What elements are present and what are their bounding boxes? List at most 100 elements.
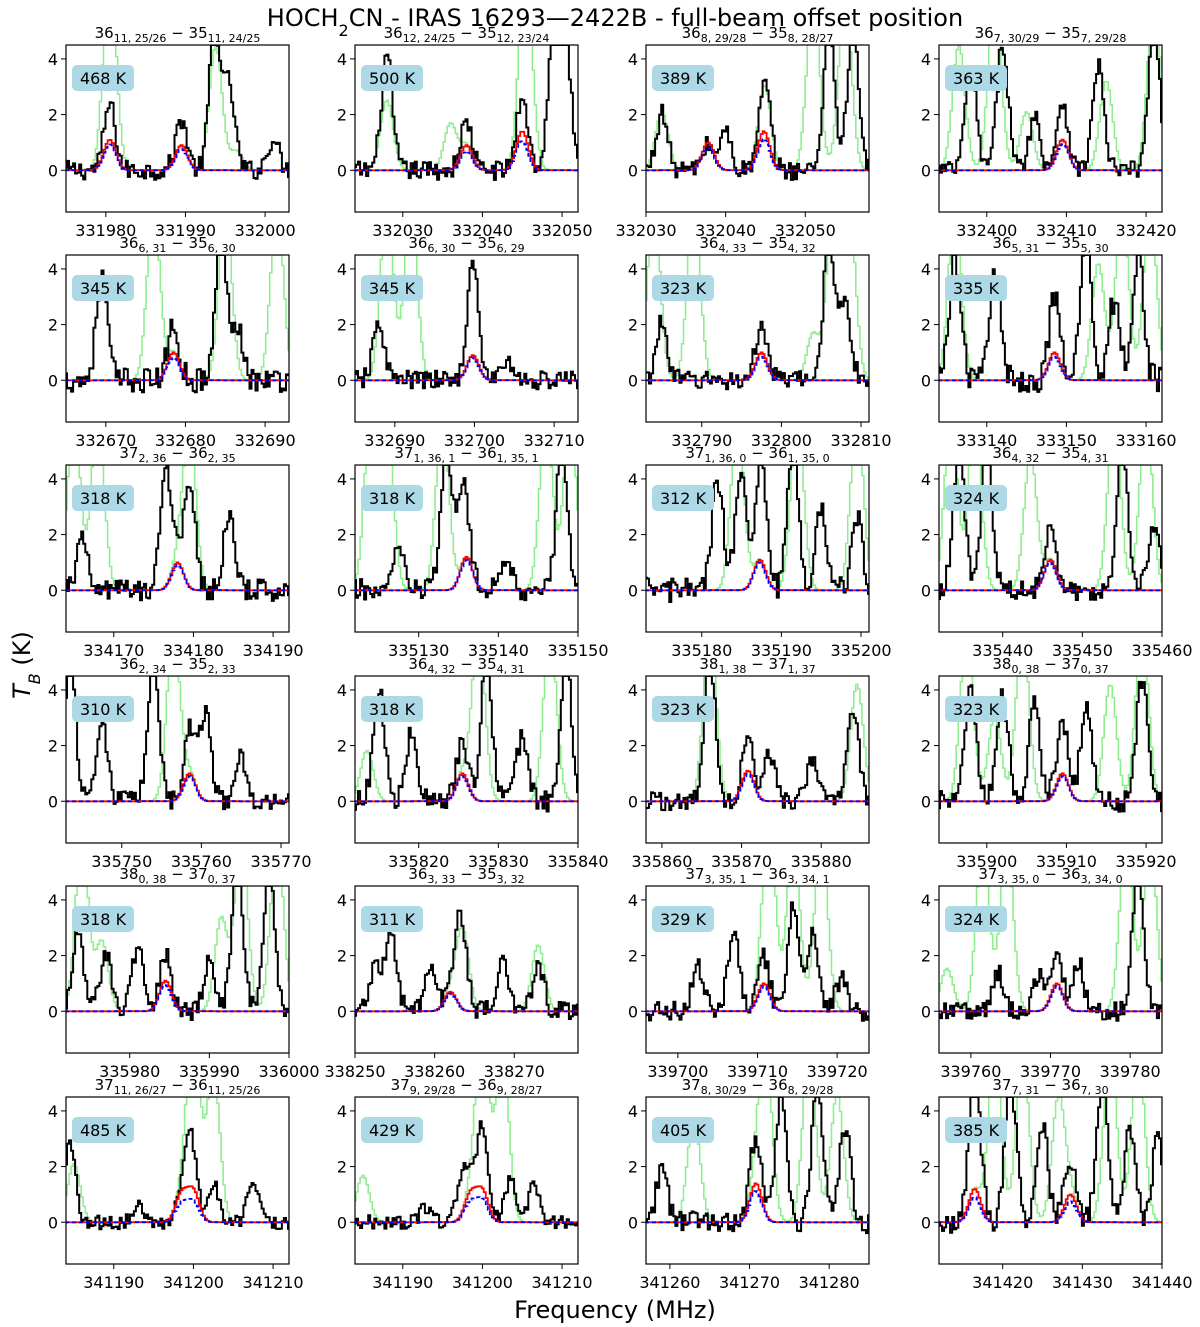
title-lower: − 35 [1039, 24, 1080, 42]
title-upper: 38 [699, 655, 718, 673]
y-tick-label: 0 [628, 1002, 638, 1021]
energy-badge: 318 K [72, 485, 134, 511]
plot-area [66, 886, 289, 1021]
energy-badge-bg [72, 1117, 134, 1143]
title-upper: 36 [119, 234, 138, 252]
energy-label: 323 K [953, 700, 1000, 719]
x-tick-label: 335920 [1116, 852, 1177, 871]
model-blue [939, 355, 1162, 382]
y-tick-label: 4 [337, 260, 347, 279]
y-tick-label: 0 [921, 1002, 931, 1021]
plot-area [646, 255, 869, 391]
title-upper-sub: 8, 30/29 [701, 1084, 747, 1097]
energy-badge: 385 K [945, 1117, 1007, 1143]
x-tick-label: 333150 [1036, 431, 1097, 450]
plot-area [939, 465, 1162, 601]
plot-area [66, 676, 289, 811]
panel-title: 366, 30 − 356, 29 [408, 234, 524, 255]
x-tick-label: 335190 [751, 641, 812, 660]
title-lower-sub: 4, 31 [1081, 452, 1109, 465]
energy-label: 345 K [369, 279, 416, 298]
energy-badge-bg [361, 696, 423, 722]
panel-title: 363, 33 − 353, 32 [408, 865, 524, 886]
y-tick-label: 4 [921, 891, 931, 910]
x-tick-label: 341210 [532, 1273, 593, 1292]
x-tick-label: 335460 [1131, 641, 1192, 660]
plot-area [939, 886, 1162, 1022]
spectrum-panel: 0 2 4 339760 339770 339780 373, 35, 0 − 363, 3… [921, 865, 1163, 1081]
y-tick-label: 2 [628, 106, 638, 125]
y-tick-label: 2 [921, 106, 931, 125]
title-lower: − 35 [455, 865, 496, 883]
energy-badge-bg [945, 275, 1007, 301]
energy-badge: 405 K [652, 1117, 714, 1143]
title-lower: − 37 [746, 655, 787, 673]
title-upper-sub: 11, 26/27 [114, 1084, 167, 1097]
observed-spectrum [939, 255, 1162, 393]
title-lower-sub: 12, 23/24 [497, 32, 550, 45]
title-upper: 36 [992, 444, 1011, 462]
y-tick-label: 4 [921, 50, 931, 69]
title-upper-sub: 8, 29/28 [701, 32, 747, 45]
x-tick-label: 339710 [727, 1062, 788, 1081]
model-total-green [646, 1097, 869, 1223]
title-lower: − 36 [1039, 1076, 1080, 1094]
x-tick-label: 335440 [972, 641, 1033, 660]
panel-title: 364, 33 − 354, 32 [699, 234, 815, 255]
model-total-green [939, 1097, 1162, 1223]
title-lower-sub: 2, 33 [208, 663, 236, 676]
model-blue [646, 772, 869, 803]
title-lower: − 35 [166, 655, 207, 673]
panel-frame [938, 675, 1163, 844]
panel-frame [65, 1096, 290, 1265]
energy-label: 500 K [369, 69, 416, 88]
title-upper: 36 [408, 655, 427, 673]
energy-badge-bg [361, 65, 423, 91]
title-lower-sub: 3, 34, 0 [1081, 873, 1123, 886]
energy-badge: 345 K [361, 275, 423, 301]
y-tick-label: 4 [628, 1102, 638, 1121]
spectrum-panel: 0 2 4 332030 332040 332050 3612, 24/25 − 3512,… [337, 24, 593, 240]
panel-title: 373, 35, 0 − 363, 34, 0 [978, 865, 1122, 886]
title-upper-sub: 7, 31 [1011, 1084, 1039, 1097]
panel-title: 373, 35, 1 − 363, 34, 1 [685, 865, 829, 886]
energy-badge-bg [945, 1117, 1007, 1143]
x-tick-label: 332680 [155, 431, 216, 450]
x-tick-label: 335770 [250, 852, 311, 871]
plot-area [939, 45, 1162, 178]
title-lower-sub: 6, 29 [497, 242, 525, 255]
energy-badge: 345 K [72, 275, 134, 301]
title-lower-sub: 0, 37 [1081, 663, 1109, 676]
y-tick-label: 0 [921, 792, 931, 811]
x-tick-label: 335840 [547, 852, 608, 871]
plot-area [646, 45, 869, 181]
model-blue [646, 355, 869, 382]
title-lower: − 36 [455, 444, 496, 462]
x-tick-label: 332030 [372, 221, 433, 240]
model-blue [939, 561, 1162, 592]
x-tick-label: 332800 [751, 431, 812, 450]
model-blue [939, 143, 1162, 172]
title-upper: 38 [992, 655, 1011, 673]
energy-label: 329 K [660, 910, 707, 929]
panel-frame [354, 254, 579, 423]
panel-frame [645, 254, 870, 423]
x-tick-label: 339770 [1020, 1062, 1081, 1081]
energy-label: 312 K [660, 489, 707, 508]
title-lower: − 35 [455, 655, 496, 673]
figure-title-post: CN - IRAS 16293—2422B - full-beam offset… [349, 4, 963, 32]
panel-title: 381, 38 − 371, 37 [699, 655, 815, 676]
y-tick-label: 0 [48, 161, 58, 180]
title-upper-sub: 9, 29/28 [410, 1084, 456, 1097]
y-tick-label: 4 [337, 1102, 347, 1121]
model-blue [66, 1198, 289, 1224]
plot-area [66, 465, 289, 602]
model-blue [646, 1190, 869, 1224]
energy-label: 335 K [953, 279, 1000, 298]
model-red [355, 1185, 578, 1224]
title-lower: − 36 [166, 1076, 207, 1094]
title-upper-sub: 12, 24/25 [403, 32, 456, 45]
title-upper: 36 [408, 865, 427, 883]
energy-badge-bg [945, 65, 1007, 91]
y-tick-label: 2 [628, 1158, 638, 1177]
